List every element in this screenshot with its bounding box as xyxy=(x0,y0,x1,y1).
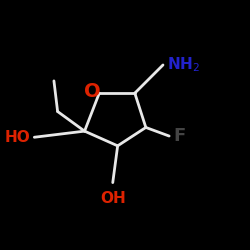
Text: OH: OH xyxy=(100,191,126,206)
Text: F: F xyxy=(174,127,186,145)
Text: NH$_2$: NH$_2$ xyxy=(167,56,200,74)
Text: HO: HO xyxy=(5,130,31,145)
Text: O: O xyxy=(84,82,101,101)
